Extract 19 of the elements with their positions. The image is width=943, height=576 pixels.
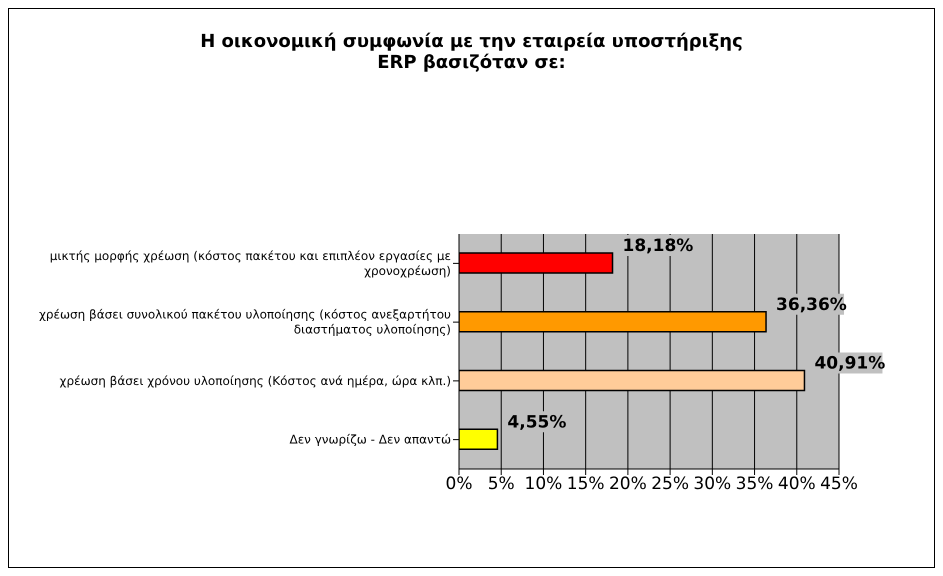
data-label: 4,55% [507, 412, 566, 432]
x-tick-label: 15% [566, 474, 605, 494]
x-tick-label: 20% [608, 474, 647, 494]
y-tick-label: Δεν γνωρίζω - Δεν απαντώ [289, 432, 451, 447]
y-tick-label: χρέωση βάσει συνολικού πακέτου υλοποίησης (κόστος ανεξαρτήτου διαστήματος υλοποίησης) [38, 308, 452, 337]
chart-title: Η οικονομική συμφωνία με την εταιρεία υποστήριξης ERP βασιζόταν σε: [199, 31, 744, 73]
data-label: 40,91% [814, 354, 886, 374]
x-tick-label: 10% [524, 474, 562, 494]
data-label: 36,36% [776, 294, 847, 315]
x-tick-label: 35% [736, 474, 774, 494]
x-tick-label: 30% [693, 474, 732, 494]
x-tick-label: 5% [488, 474, 515, 494]
x-tick-label: 45% [820, 474, 858, 494]
x-tick-label: 25% [651, 474, 690, 494]
y-tick-label: χρέωση βάσει χρόνου υλοποίησης (Κόστος ανά ημέρα, ώρα κλπ.) [60, 374, 451, 388]
x-tick-label: 40% [778, 474, 816, 494]
y-tick-label: μικτής μορφής χρέωση (κόστος πακέτου και επιπλέον εργασίες με χρονοχρέωση) [50, 248, 451, 278]
x-tick-label: 0% [446, 474, 472, 494]
data-label: 18,18% [622, 236, 694, 256]
